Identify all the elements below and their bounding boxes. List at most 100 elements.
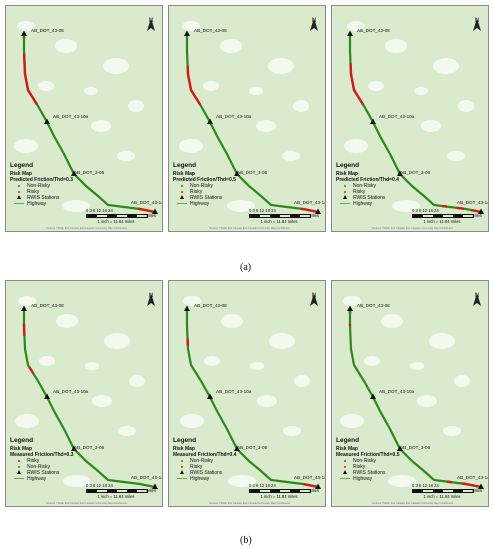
map-canvas (169, 6, 325, 231)
clearing-patch (343, 296, 361, 306)
clearing-patch (294, 375, 310, 387)
clearing-patch (179, 139, 203, 153)
map-credit: Sources: HERE, Esri Canada, Esri Canada … (209, 227, 291, 230)
clearing-patch (388, 475, 416, 487)
clearing-patch (180, 414, 204, 428)
clearing-patch (417, 395, 437, 407)
risk-map-panel-6: AB_DOT_43-08 AB_DOT_43-10a AB_DOT_3-06 A… (331, 280, 489, 507)
map-credit: Sources: HERE, Esri Canada, Esri Canada … (46, 502, 128, 505)
risky-dot-icon (17, 191, 20, 193)
scale-bar: 0 3 6 12 18 24 Miles 1 inch = 11.84 mile… (249, 208, 319, 224)
clearing-patch (92, 395, 112, 407)
rwis-station-marker (397, 445, 403, 451)
rwis-station-marker (315, 483, 321, 489)
scale-bar: 0 3 6 12 18 24 Miles 1 inch = 11.84 mile… (249, 483, 319, 499)
station-label-43-14: AB_DOT_43-14 (457, 200, 489, 205)
clearing-patch (85, 362, 99, 370)
clearing-patch (249, 87, 263, 95)
highway-line-icon (339, 203, 350, 205)
rwis-station-marker (234, 170, 240, 176)
rwis-station-marker (21, 305, 27, 311)
legend-item-2: Risky (336, 464, 414, 470)
clearing-patch (433, 58, 459, 74)
clearing-patch (269, 333, 295, 349)
clearing-patch (128, 100, 144, 112)
risky-dot-icon (343, 466, 346, 468)
station-label-43-10a: AB_DOT_43-10a (216, 114, 252, 119)
station-label-43-10a: AB_DOT_43-10a (53, 114, 89, 119)
legend-subtitle: Measured Friction/Thd=0.3 (10, 452, 74, 458)
clearing-patch (220, 39, 242, 53)
map-canvas (169, 281, 325, 506)
highway-line-icon (13, 478, 24, 480)
highway-route (22, 309, 156, 489)
risky-dot-icon (180, 191, 183, 193)
clearing-patch (368, 81, 384, 91)
clearing-patch (117, 151, 135, 161)
map-legend: Legend Risk Map Measured Friction/Thd=0.… (173, 437, 251, 482)
risky-segment (348, 34, 482, 214)
risky-segment (348, 34, 482, 214)
scale-bar: 0 3 6 12 18 24 Miles 1 inch = 11.84 mile… (412, 483, 482, 499)
scale-bar: 0 3 6 12 18 24 Miles 1 inch = 11.84 mile… (412, 208, 482, 224)
non-risky-dot-icon (17, 185, 20, 187)
station-triangle-icon (16, 195, 21, 199)
legend-item-highway: Highway (10, 476, 88, 482)
clearing-patch (204, 356, 220, 366)
station-label-43-10a: AB_DOT_43-10a (379, 389, 415, 394)
station-triangle-icon (16, 470, 21, 474)
rwis-station-marker (370, 118, 376, 124)
clearing-patch (410, 362, 424, 370)
legend-title: Legend (10, 162, 34, 169)
legend-title: Legend (10, 437, 34, 444)
rwis-station-marker (370, 393, 376, 399)
station-triangle-icon (342, 470, 347, 474)
clearing-patch (458, 100, 474, 112)
risk-map-panel-3: AB_DOT_43-08 AB_DOT_43-10a AB_DOT_3-06 A… (331, 5, 489, 232)
risky-segment (185, 34, 319, 214)
clearing-patch (15, 414, 39, 428)
clearing-patch (228, 475, 256, 487)
legend-risk-map: Risk Map (173, 446, 195, 452)
legend-risk-map: Risk Map (10, 171, 32, 177)
legend-item-stations: RWIS Stations (10, 195, 88, 201)
station-triangle-icon (342, 195, 347, 199)
clearing-patch (364, 356, 380, 366)
legend-item-highway: Highway (10, 201, 88, 207)
risk-map-panel-5: AB_DOT_43-08 AB_DOT_43-10a AB_DOT_3-06 A… (168, 280, 326, 507)
legend-item-stations: RWIS Stations (173, 470, 251, 476)
map-canvas (6, 6, 162, 231)
station-label-43-10a: AB_DOT_43-10a (216, 389, 252, 394)
highway-line-icon (176, 478, 187, 480)
clearing-patch (429, 333, 455, 349)
clearing-patch (381, 314, 403, 328)
legend-item-1: Non-Risky (10, 183, 88, 189)
legend-item-1: Non-Risky (336, 183, 414, 189)
station-label-3-06: AB_DOT_3-06 (74, 445, 105, 450)
legend-item-1: Non-Risky (173, 183, 251, 189)
legend-title: Legend (173, 437, 197, 444)
rwis-station-marker (152, 208, 158, 214)
map-legend: Legend Risk Map Predicted Friction/Thd=0… (10, 162, 88, 207)
highway-route (185, 309, 319, 489)
station-label-43-14: AB_DOT_43-14 (131, 200, 163, 205)
clearing-patch (340, 414, 364, 428)
station-label-43-08: AB_DOT_43-08 (31, 28, 64, 33)
map-legend: Legend Risk Map Measured Friction/Thd=0.… (336, 437, 414, 482)
north-arrow-icon: N (472, 293, 482, 315)
highway-line-icon (176, 203, 187, 205)
legend-subtitle: Measured Friction/Thd=0.5 (336, 452, 400, 458)
legend-item-stations: RWIS Stations (336, 195, 414, 201)
clearing-patch (91, 120, 111, 132)
clearing-patch (421, 120, 441, 132)
legend-item-highway: Highway (173, 201, 251, 207)
map-credit: Sources: HERE, Esri Canada, Esri Canada … (372, 227, 454, 230)
clearing-patch (447, 151, 465, 161)
legend-item-stations: RWIS Stations (336, 470, 414, 476)
non-risky-dot-icon (343, 185, 346, 187)
rwis-station-marker (234, 445, 240, 451)
caption-a: (a) (240, 262, 252, 273)
clearing-patch (104, 333, 130, 349)
station-label-43-14: AB_DOT_43-14 (457, 475, 489, 480)
risk-map-panel-2: AB_DOT_43-08 AB_DOT_43-10a AB_DOT_3-06 A… (168, 5, 326, 232)
